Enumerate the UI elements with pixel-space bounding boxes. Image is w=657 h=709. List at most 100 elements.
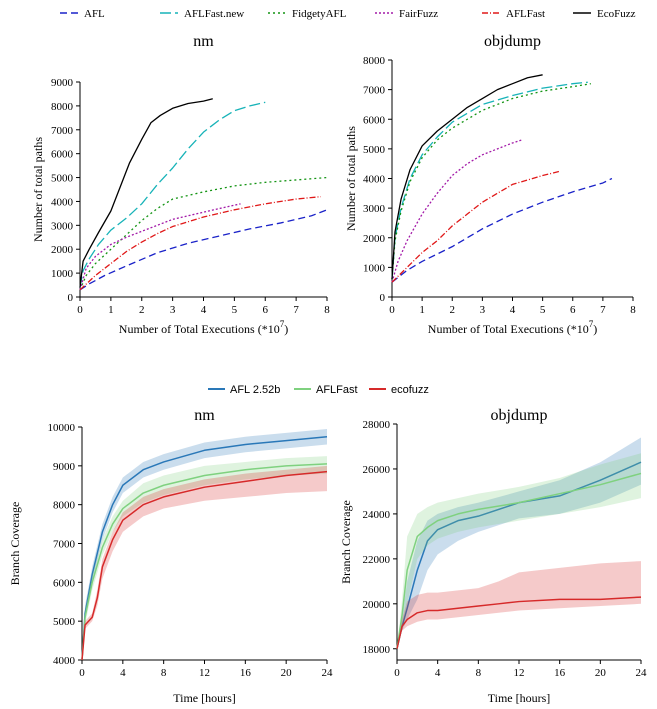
y-tick-label: 26000 <box>363 464 391 476</box>
series-afl <box>391 177 613 283</box>
series-fairfuzz <box>391 139 522 283</box>
x-tick-label: 8 <box>161 667 167 679</box>
x-tick-label: 12 <box>514 667 525 679</box>
x-tick-label: 2 <box>139 304 145 316</box>
panel-objdump-coverage: objdump 0 4 8 12 16 20 24 18000 20000 22000 24000 26… <box>339 407 647 705</box>
x-tick-label: 0 <box>77 304 83 316</box>
y-tick-label: 1000 <box>51 268 74 280</box>
x-axis-label-close: ) <box>593 322 597 336</box>
y-tick-label: 9000 <box>53 461 76 473</box>
series-line <box>396 596 642 649</box>
y-axis-label: Number of total paths <box>344 126 358 231</box>
x-axis-label: Number of Total Executions (*107) <box>428 319 597 336</box>
y-tick-label: 9000 <box>51 77 74 89</box>
panel-objdump-paths: objdump 0 1 2 3 4 5 6 7 8 0 1000 2000 3000 4000 5000 600… <box>344 33 636 336</box>
x-tick-label: 7 <box>293 304 299 316</box>
y-tick-label: 5000 <box>363 144 386 156</box>
y-tick-label: 22000 <box>363 554 391 566</box>
panel-title-2: nm <box>194 407 215 424</box>
x-tick-label: 0 <box>79 667 85 679</box>
y-tick-label: 20000 <box>363 599 391 611</box>
x-tick-label: 5 <box>232 304 238 316</box>
legend-bottom-label-2: ecofuzz <box>391 384 429 396</box>
y-tick-label: 24000 <box>363 509 391 521</box>
x-tick-label: 8 <box>630 304 636 316</box>
x-tick-label: 20 <box>281 667 293 679</box>
x-tick-label: 8 <box>324 304 330 316</box>
x-tick-label: 4 <box>201 304 207 316</box>
x-tick-label: 16 <box>554 667 566 679</box>
y-axis-label: Number of total paths <box>31 137 45 242</box>
y-tick-label: 4000 <box>51 196 74 208</box>
series-line <box>81 435 328 661</box>
series-line <box>81 463 328 661</box>
axes-2: 0 4 8 12 16 20 24 4000 5000 6000 7000 8000 9000 10000 <box>48 422 334 679</box>
y-tick-label: 2000 <box>363 233 386 245</box>
series-band <box>397 437 641 649</box>
legend-label-5: EcoFuzz <box>597 8 636 20</box>
x-tick-label: 0 <box>394 667 400 679</box>
x-tick-label: 4 <box>120 667 126 679</box>
y-tick-label: 5000 <box>53 616 76 628</box>
legend-label-1: AFLFast.new <box>184 8 244 20</box>
series-ecofuzz <box>396 561 642 649</box>
series-afl <box>79 209 328 291</box>
axes-0: 0 1 2 3 4 5 6 7 8 0 1000 2000 3000 4000 5000 6000 7000 80… <box>51 77 330 316</box>
x-tick-label: 4 <box>435 667 441 679</box>
series-aflfast <box>79 196 321 291</box>
x-axis-label-main: Number of Total Executions (*10 <box>119 322 280 336</box>
series-fidgetyafl <box>79 176 328 291</box>
y-tick-label: 8000 <box>51 101 74 113</box>
legend-bottom: AFL 2.52b AFLFast ecofuzz <box>208 384 429 396</box>
x-tick-label: 6 <box>263 304 269 316</box>
x-axis-label: Number of Total Executions (*107) <box>119 319 288 336</box>
y-tick-label: 4000 <box>363 174 386 186</box>
y-tick-label: 0 <box>68 292 74 304</box>
series-ecofuzz <box>81 465 328 661</box>
series-line <box>79 176 328 291</box>
series-line <box>391 139 522 283</box>
series-line <box>391 81 588 280</box>
y-tick-label: 4000 <box>53 655 76 667</box>
panel-title-1: objdump <box>484 33 541 50</box>
axes-1: 0 1 2 3 4 5 6 7 8 0 1000 2000 3000 4000 5000 6000 7000 80… <box>363 55 636 316</box>
series-line <box>79 101 266 288</box>
x-tick-label: 1 <box>108 304 114 316</box>
series-aflfast-new <box>79 101 266 288</box>
y-tick-label: 7000 <box>51 125 74 137</box>
series-line <box>391 177 613 283</box>
panel-title-3: objdump <box>491 407 548 424</box>
x-tick-label: 6 <box>570 304 576 316</box>
series-line <box>391 74 543 280</box>
legend-bottom-label-0: AFL 2.52b <box>230 384 280 396</box>
legend-bottom-label-1: AFLFast <box>316 384 358 396</box>
series-line <box>79 209 328 291</box>
series-line <box>79 203 241 291</box>
x-tick-label: 4 <box>510 304 516 316</box>
series-aflfast <box>81 456 328 661</box>
legend-label-4: AFLFast <box>506 8 545 20</box>
series-line <box>391 83 591 280</box>
x-axis-label: Time [hours] <box>488 691 551 705</box>
x-tick-label: 8 <box>476 667 482 679</box>
panel-nm-paths: nm 0 1 2 3 4 5 6 7 8 0 1000 2000 3000 4000 5000 6000 7000… <box>31 33 330 336</box>
series-aflfast <box>391 170 561 283</box>
y-tick-label: 8000 <box>363 55 386 67</box>
legend-label-0: AFL <box>84 8 105 20</box>
panel-title-0: nm <box>193 33 214 50</box>
y-tick-label: 8000 <box>53 500 76 512</box>
legend-label-2: FidgetyAFL <box>292 8 347 20</box>
x-tick-label: 5 <box>540 304 546 316</box>
y-tick-label: 28000 <box>363 419 391 431</box>
axes-3: 0 4 8 12 16 20 24 18000 20000 22000 24000 26000 2800… <box>363 419 648 679</box>
x-tick-label: 24 <box>322 667 334 679</box>
y-tick-label: 18000 <box>363 644 391 656</box>
series-aflfast-new <box>391 81 588 280</box>
series-ecofuzz <box>79 98 213 288</box>
x-axis-label-exponent: 7 <box>589 319 594 329</box>
y-tick-label: 10000 <box>48 422 76 434</box>
series-afl-2-52b <box>81 428 328 661</box>
y-tick-label: 2000 <box>51 244 74 256</box>
y-axis-label: Branch Coverage <box>8 502 22 586</box>
